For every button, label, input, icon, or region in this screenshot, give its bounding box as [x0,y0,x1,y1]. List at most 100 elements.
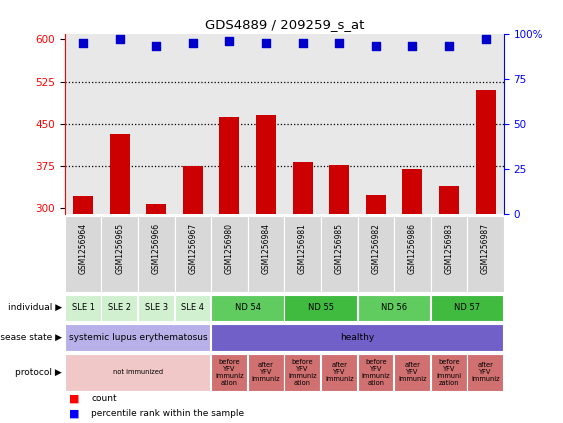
Text: SLE 1: SLE 1 [72,303,95,312]
Text: SLE 4: SLE 4 [181,303,204,312]
Point [188,39,197,46]
Text: healthy: healthy [341,333,374,342]
Bar [467,216,504,292]
Text: after
YFV
immuniz: after YFV immuniz [325,362,354,382]
Bar [284,354,320,390]
Bar [439,186,459,214]
Bar [101,216,138,292]
Bar [366,195,386,214]
Title: GDS4889 / 209259_s_at: GDS4889 / 209259_s_at [204,18,364,31]
Bar [284,216,321,292]
Bar [211,216,248,292]
Text: GSM1256965: GSM1256965 [115,223,124,275]
Bar [467,354,503,390]
Bar [146,203,166,214]
Bar [284,34,321,214]
Text: GSM1256984: GSM1256984 [262,223,270,275]
Bar [394,216,431,292]
Bar [248,354,284,390]
Text: individual ▶: individual ▶ [8,303,62,312]
Bar [138,216,175,292]
Point [334,39,343,46]
Text: before
YFV
immuni
zation: before YFV immuni zation [436,359,462,386]
Bar [256,115,276,214]
Text: before
YFV
immuniz
ation: before YFV immuniz ation [288,359,317,386]
Point [115,36,124,43]
Text: after
YFV
immuniz: after YFV immuniz [471,362,500,382]
Bar [403,169,422,214]
Bar [110,134,129,214]
Text: SLE 3: SLE 3 [145,303,168,312]
Bar [321,216,358,292]
Point [298,39,307,46]
Bar [65,34,101,214]
Bar [431,216,467,292]
Text: count: count [91,394,117,403]
Bar [175,294,211,321]
Text: ■: ■ [69,409,79,418]
Text: GSM1256980: GSM1256980 [225,223,234,275]
Text: SLE 2: SLE 2 [108,303,131,312]
Point [481,36,490,43]
Bar [101,34,138,214]
Bar [394,34,431,214]
Point [261,39,270,46]
Bar [211,354,247,390]
Text: percentile rank within the sample: percentile rank within the sample [91,409,244,418]
Bar [358,294,430,321]
Bar [211,294,284,321]
Text: ■: ■ [69,394,79,404]
Bar [65,324,211,351]
Bar [65,294,101,321]
Bar [467,34,504,214]
Bar [358,216,394,292]
Text: systemic lupus erythematosus: systemic lupus erythematosus [69,333,207,342]
Text: not immunized: not immunized [113,369,163,375]
Bar [220,117,239,214]
Text: before
YFV
immuniz
ation: before YFV immuniz ation [215,359,244,386]
Bar [138,294,174,321]
Text: GSM1256986: GSM1256986 [408,223,417,275]
Point [372,43,381,50]
Bar [329,165,349,214]
Text: GSM1256987: GSM1256987 [481,223,490,275]
Bar [431,354,467,390]
Point [408,43,417,50]
Point [152,43,161,50]
Text: GSM1256982: GSM1256982 [372,223,380,274]
Bar [175,34,211,214]
Text: after
YFV
immuniz: after YFV immuniz [398,362,427,382]
Text: GSM1256981: GSM1256981 [298,223,307,274]
Point [445,43,454,50]
Bar [431,294,503,321]
Text: ND 54: ND 54 [235,303,261,312]
Text: after
YFV
immuniz: after YFV immuniz [252,362,280,382]
Bar [211,324,503,351]
Text: ND 56: ND 56 [381,303,407,312]
Bar [358,354,394,390]
Bar [431,34,467,214]
Text: ND 57: ND 57 [454,303,480,312]
Bar [211,34,248,214]
Text: GSM1256966: GSM1256966 [152,223,160,275]
Text: GSM1256983: GSM1256983 [445,223,453,275]
Bar [321,354,357,390]
Bar [358,34,394,214]
Text: GSM1256985: GSM1256985 [335,223,343,275]
Bar [65,216,101,292]
Bar [476,90,495,214]
Bar [101,294,137,321]
Bar [175,216,211,292]
Bar [248,34,284,214]
Text: ND 55: ND 55 [308,303,334,312]
Text: disease state ▶: disease state ▶ [0,333,62,342]
Bar [138,34,175,214]
Bar [321,34,358,214]
Bar [183,166,203,214]
Bar [284,294,357,321]
Text: GSM1256967: GSM1256967 [189,223,197,275]
Text: before
YFV
immuniz
ation: before YFV immuniz ation [361,359,390,386]
Bar [394,354,430,390]
Bar [293,162,312,214]
Bar [73,196,93,214]
